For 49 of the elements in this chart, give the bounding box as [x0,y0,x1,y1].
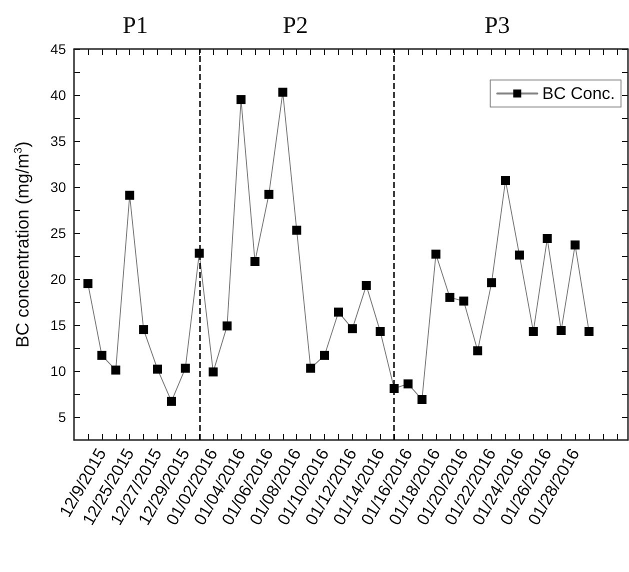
y-tick-label: 35 [50,133,66,149]
point [487,278,496,288]
text: P2 [282,13,308,39]
point [584,326,594,336]
point [139,325,148,334]
y-tick-label: 5 [58,409,66,425]
point [334,308,343,317]
point [125,190,134,200]
y-tick-label: 30 [50,179,66,195]
point [180,364,190,373]
point [153,364,162,374]
point [376,326,385,336]
point [320,350,330,360]
point [83,279,92,288]
y-tick-label: 45 [50,41,66,57]
y-axis-title: BC concentration (mg/m3) [12,141,32,348]
y-tick-label: 40 [50,87,66,103]
point [348,324,357,334]
point [445,292,454,302]
point [97,350,106,360]
point [459,296,468,306]
point [501,176,510,186]
point [542,234,552,244]
point [404,379,413,388]
point [306,364,316,373]
point [250,257,260,266]
point [431,250,440,259]
point [362,280,371,290]
point [292,226,302,235]
point [208,367,218,376]
point [278,88,288,97]
y-tick-label: 15 [50,317,66,333]
point [570,240,580,250]
point [111,366,120,375]
point [473,346,482,356]
point [514,250,524,260]
text: P3 [484,13,510,39]
point [264,190,274,199]
text: P1 [122,13,148,39]
point [236,95,246,104]
point [166,396,176,406]
y-tick-label: 20 [50,271,66,287]
point [556,326,566,336]
y-tick-label: 10 [50,363,66,379]
point [417,395,426,404]
legend-label: BC Conc. [542,84,615,103]
point [528,326,538,336]
point [222,321,232,330]
y-tick-label: 25 [50,225,66,241]
